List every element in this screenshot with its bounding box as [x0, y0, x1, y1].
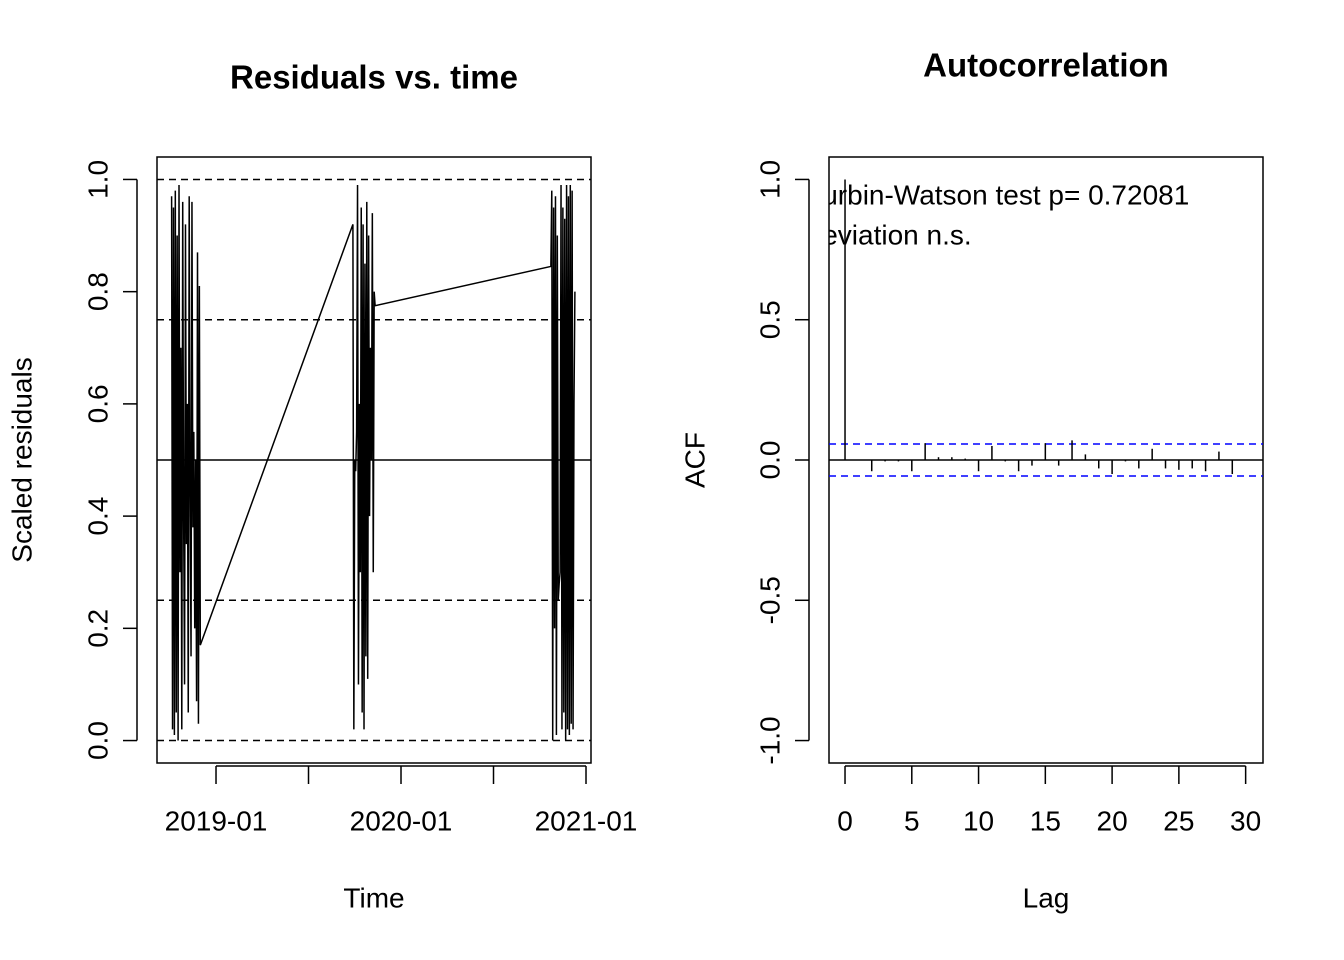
x-tick-label: 10: [963, 805, 994, 836]
y-tick-label: 0.0: [82, 721, 113, 760]
x-tick-label: 2019-01: [165, 805, 268, 836]
x-tick-label: 25: [1163, 805, 1194, 836]
x-tick-label: 20: [1097, 805, 1128, 836]
y-tick-label: 1.0: [82, 160, 113, 199]
y-tick-label: 1.0: [754, 160, 785, 199]
plot-area: Durbin-Watson test p= 0.72081 Deviation n…: [802, 179, 1263, 477]
x-tick-label: 2020-01: [350, 805, 453, 836]
y-tick-label: 0.0: [754, 441, 785, 480]
x-tick-label: 30: [1230, 805, 1261, 836]
residual-line: [170, 185, 576, 741]
chart-title: Residuals vs. time: [230, 59, 518, 96]
x-tick-label: 0: [837, 805, 853, 836]
x-tick-label: 5: [904, 805, 920, 836]
y-tick-label: 0.6: [82, 384, 113, 423]
y-tick-label: 0.4: [82, 497, 113, 536]
y-tick-label: -1.0: [754, 716, 785, 764]
y-tick-label: 0.2: [82, 609, 113, 648]
y-tick-label: 0.8: [82, 272, 113, 311]
chart-title: Autocorrelation: [923, 47, 1169, 84]
annotation: Durbin-Watson test p= 0.72081: [802, 179, 1189, 210]
y-axis-label: ACF: [679, 432, 710, 488]
x-tick-label: 2021-01: [535, 805, 638, 836]
x-axis-label: Lag: [1023, 882, 1070, 913]
annotation: Deviation n.s.: [802, 219, 972, 250]
x-tick-label: 15: [1030, 805, 1061, 836]
plot-area: [157, 178, 591, 742]
y-axis-label: Scaled residuals: [6, 357, 37, 562]
y-tick-label: 0.5: [754, 300, 785, 339]
y-tick-label: -0.5: [754, 576, 785, 624]
x-axis-label: Time: [343, 882, 404, 913]
